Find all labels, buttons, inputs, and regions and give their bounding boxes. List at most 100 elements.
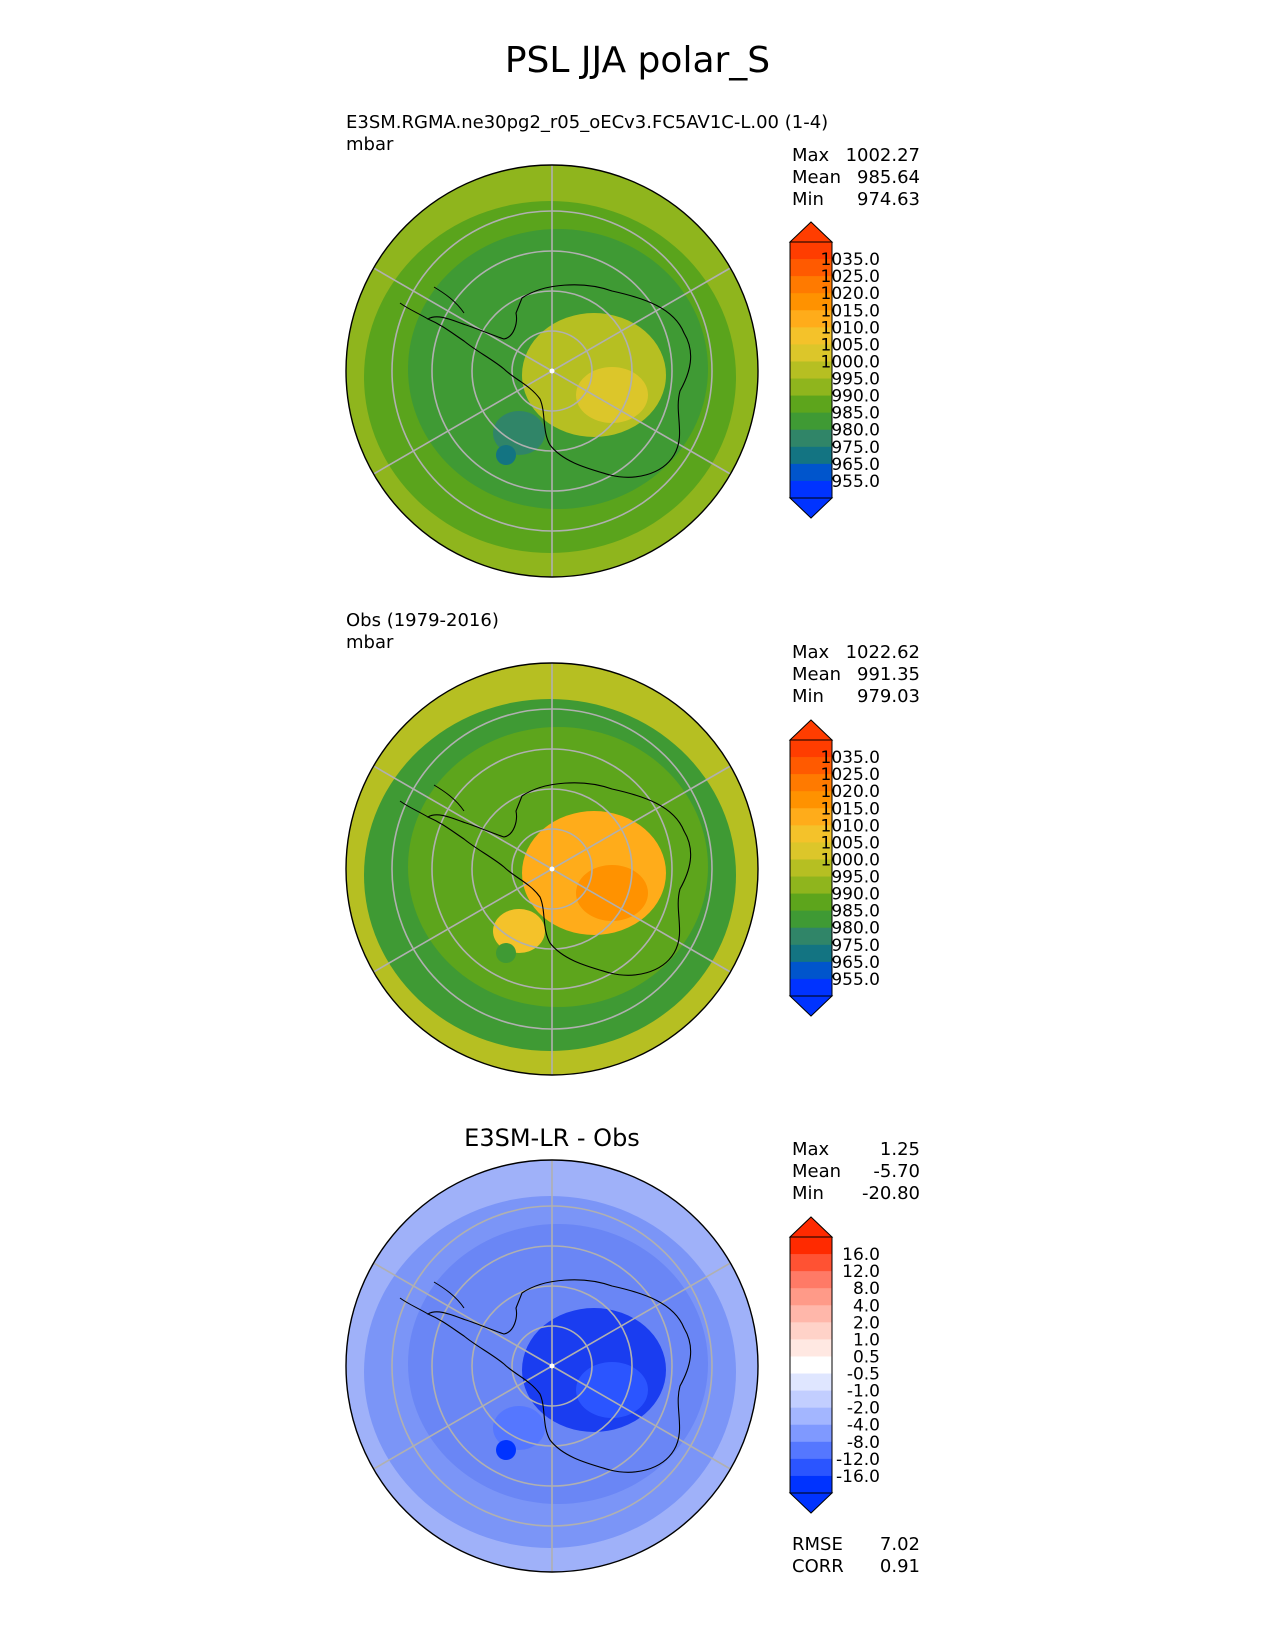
colorbar-swatch (790, 1288, 832, 1306)
antarctic-peninsula-coast (399, 286, 465, 320)
field-minimum (496, 445, 516, 465)
graticule-meridian (551, 1262, 731, 1367)
colorbar-tick-label: -2.0 (847, 1399, 880, 1419)
colorbar-swatch (790, 978, 832, 997)
panel-3-polar-map (345, 1159, 759, 1573)
colorbar-tick-label: 1020.0 (821, 782, 880, 802)
panel-3-metrics: RMSE 7.02 CORR 0.91 (792, 1534, 920, 1578)
metric-value: 0.91 (879, 1556, 920, 1577)
colorbar-tick-label: 2.0 (853, 1313, 880, 1333)
panel-1-units: mbar (346, 134, 394, 155)
panel-3-stats: Max 1.25 Mean -5.70 Min -20.80 (792, 1139, 920, 1205)
colorbar-tick-label: 965.0 (831, 953, 880, 973)
colorbar-tick-label: 995.0 (831, 370, 880, 390)
colorbar-tick-label: 1035.0 (821, 250, 880, 270)
colorbar-swatch (790, 740, 832, 758)
stat-row: Min 979.03 (792, 686, 920, 708)
stat-label: Mean (792, 1161, 842, 1182)
colorbar-swatch (790, 1458, 832, 1477)
colorbar-swatch (790, 1237, 832, 1255)
stat-value: -20.80 (861, 1183, 920, 1204)
colorbar-extend-max (788, 719, 834, 741)
panel-3-colorbar: 16.012.08.04.02.01.00.5-0.5-1.0-2.0-4.0-… (788, 1216, 880, 1514)
stat-row: Max 1002.27 (792, 145, 920, 167)
antarctica-coastline (426, 1279, 692, 1473)
colorbar-swatch (790, 910, 832, 929)
colorbar-extend-min (788, 1492, 834, 1514)
graticule-meridian (373, 868, 553, 973)
colorbar-swatch (790, 1305, 832, 1323)
colorbar-tick-label: 955.0 (831, 472, 880, 492)
colorbar-tick-label: 4.0 (853, 1296, 880, 1316)
field-low-region (493, 909, 545, 953)
colorbar-extend-max (788, 221, 834, 243)
map-boundary (345, 662, 759, 1076)
map-boundary (345, 1159, 759, 1573)
colorbar-tick-label: 1005.0 (821, 335, 880, 355)
field-extreme-region (576, 367, 648, 423)
colorbar-tick-label: -12.0 (836, 1450, 880, 1470)
stat-row: Mean 991.35 (792, 664, 920, 686)
colorbar-tick-label: 0.5 (853, 1347, 880, 1367)
graticule-meridian (373, 267, 553, 372)
colorbar-swatch (790, 944, 832, 963)
colorbar-swatch (790, 293, 832, 311)
colorbar-swatch (790, 310, 832, 328)
colorbar-tick-label: 1035.0 (821, 748, 880, 768)
stat-row: Mean 985.64 (792, 167, 920, 189)
colorbar-swatch (790, 791, 832, 809)
colorbar-tick-label: 975.0 (831, 936, 880, 956)
stat-row: Min 974.63 (792, 189, 920, 211)
colorbar-frame (789, 241, 833, 499)
colorbar-frame (789, 739, 833, 997)
colorbar-tick-label: 995.0 (831, 868, 880, 888)
colorbar-tick-label: 985.0 (831, 902, 880, 922)
field-extreme-region (576, 865, 648, 921)
colorbar-tick-label: 1000.0 (821, 352, 880, 372)
colorbar-tick-label: 1005.0 (821, 833, 880, 853)
figure-title: PSL JJA polar_S (504, 40, 771, 81)
colorbar-tick-label: 1025.0 (821, 765, 880, 785)
panel-3-title: E3SM-LR - Obs (464, 1124, 640, 1152)
colorbar-tick-label: 965.0 (831, 455, 880, 475)
stat-row: Min -20.80 (792, 1183, 920, 1205)
colorbar-swatch (790, 1322, 832, 1340)
colorbar-frame (789, 1236, 833, 1494)
colorbar-extend-min (788, 995, 834, 1017)
colorbar-swatch (790, 961, 832, 980)
panel-1-model-name: E3SM.RGMA.ne30pg2_r05_oECv3.FC5AV1C-L.00… (346, 112, 829, 133)
metric-row: RMSE 7.02 (792, 1534, 920, 1556)
panel-1-stats: Max 1002.27 Mean 985.64 Min 974.63 (792, 145, 920, 211)
colorbar-tick-label: 1020.0 (821, 284, 880, 304)
panel-1-polar-map (345, 164, 759, 578)
metric-value: 7.02 (879, 1534, 920, 1555)
colorbar-swatch (790, 859, 832, 878)
colorbar-swatch (790, 327, 832, 345)
colorbar-tick-label: 1025.0 (821, 267, 880, 287)
graticule-meridian (551, 765, 731, 870)
colorbar-swatch (790, 395, 832, 414)
graticule-meridian (551, 1365, 731, 1470)
field-extreme-region (576, 1362, 648, 1418)
field-low-region (493, 411, 545, 455)
colorbar-swatch (790, 774, 832, 792)
panel-2-title: Obs (1979-2016) mbar (346, 610, 499, 654)
colorbar-swatch (790, 842, 832, 860)
stat-value: 974.63 (857, 189, 920, 210)
stat-label: Mean (792, 664, 842, 685)
colorbar-tick-label: -16.0 (836, 1467, 880, 1487)
colorbar-tick-label: 955.0 (831, 970, 880, 990)
south-pole-marker (549, 368, 555, 374)
colorbar-tick-label: 1000.0 (821, 850, 880, 870)
panel-2-polar-map (345, 662, 759, 1076)
field-minimum (496, 1440, 516, 1460)
colorbar-swatch (790, 808, 832, 826)
colorbar-tick-label: 990.0 (831, 885, 880, 905)
panel-2-stats: Max 1022.62 Mean 991.35 Min 979.03 (792, 642, 920, 708)
panel-1-title: E3SM.RGMA.ne30pg2_r05_oECv3.FC5AV1C-L.00… (346, 112, 828, 156)
graticule-meridian (373, 370, 553, 475)
colorbar-swatch (790, 429, 832, 448)
field-minimum (496, 943, 516, 963)
colorbar-tick-label: 980.0 (831, 421, 880, 441)
colorbar-tick-label: 990.0 (831, 387, 880, 407)
